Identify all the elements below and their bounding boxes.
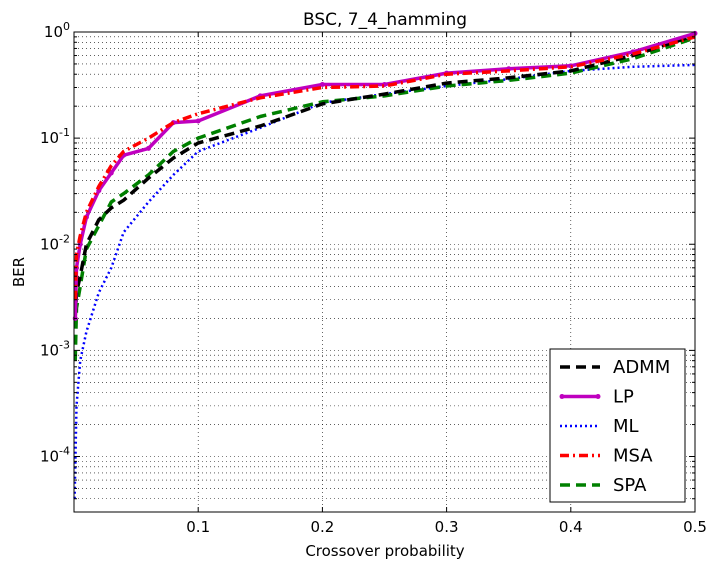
- x-tick-label: 0.2: [310, 518, 334, 536]
- x-tick-label: 0.5: [683, 518, 707, 536]
- legend-box: [549, 348, 686, 503]
- plot-lines: [72, 30, 698, 499]
- x-tick-label: 0.3: [435, 518, 459, 536]
- y-tick-label: 10-1: [40, 126, 70, 147]
- x-axis-label: Crossover probability: [305, 542, 464, 560]
- chart-title: BSC, 7_4_hamming: [303, 10, 467, 30]
- series-point-lp: [146, 145, 152, 151]
- y-tick-label: 10-4: [40, 445, 70, 466]
- series-point-lp: [108, 170, 114, 176]
- y-tick-label: 10-3: [40, 338, 70, 359]
- legend-label-admm: ADMM: [613, 357, 670, 378]
- legend: ADMM LP ML MSA SPA: [549, 348, 686, 503]
- series-point-lp: [195, 118, 201, 124]
- legend-label-lp: LP: [613, 387, 634, 408]
- legend-label-spa: SPA: [613, 475, 647, 496]
- series-point-lp: [319, 82, 325, 88]
- plot-frame: [73, 31, 696, 513]
- y-tick-label: 10-2: [40, 232, 70, 253]
- x-tick-label: 0.1: [186, 518, 210, 536]
- y-tick-label: 100: [44, 20, 70, 41]
- x-tick-label: 0.4: [559, 518, 583, 536]
- series-point-lp: [77, 241, 83, 247]
- series-line-msa: [73, 35, 696, 300]
- series-line-spa: [73, 36, 696, 361]
- y-axis-label: BER: [10, 257, 28, 287]
- series-line-admm: [73, 33, 696, 319]
- legend-marker: [559, 394, 565, 399]
- legend-label-msa: MSA: [613, 446, 653, 467]
- series-line-lp: [73, 31, 696, 319]
- legend-marker: [595, 394, 601, 399]
- legend-label-ml: ML: [613, 416, 639, 437]
- axis-ticks: 0.1 0.2 0.3 0.4 0.5 100 10-1 10-2 10-3 10-4: [40, 20, 707, 536]
